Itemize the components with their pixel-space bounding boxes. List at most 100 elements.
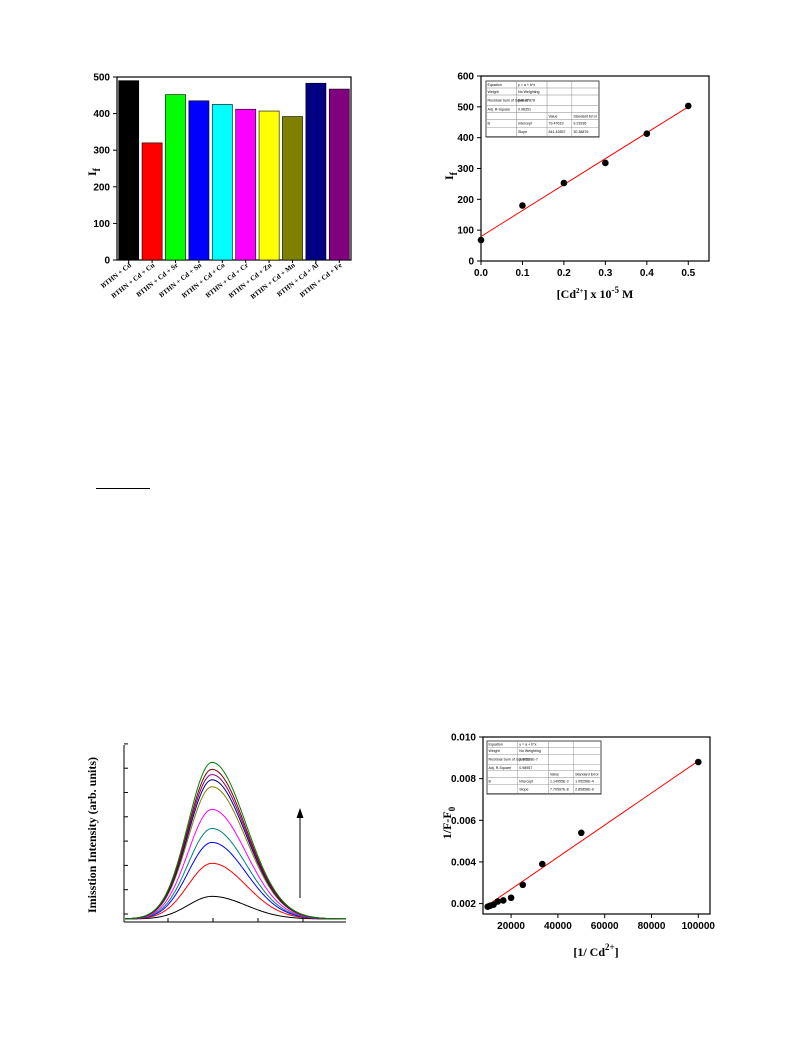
bh-stats-table-text: Equation bbox=[489, 743, 503, 747]
linear-xtick-label: 0.0 bbox=[474, 268, 488, 279]
linear-stats-table-text: B bbox=[488, 122, 491, 126]
bh-ytick-label: 0.008 bbox=[451, 774, 476, 785]
linear-xtick-label: 0.1 bbox=[516, 268, 530, 279]
bh-y-axis-label-sub: 0 bbox=[447, 806, 457, 811]
bar-y-axis-label-main: I bbox=[85, 171, 99, 176]
bh-data-point bbox=[519, 881, 527, 889]
linear-stats-table-text: Weight bbox=[488, 90, 499, 94]
bar bbox=[211, 104, 233, 261]
linear-data-point bbox=[684, 102, 692, 110]
linear-stats-table-text: y = a + b*x bbox=[518, 83, 535, 87]
linear-ytick-label: 0 bbox=[468, 257, 474, 268]
bar-y-axis-label: If bbox=[85, 167, 103, 176]
bh-stats-table-text: Residual Sum of Squares bbox=[489, 758, 530, 762]
linear-stats-table-text: 9.23936 bbox=[573, 122, 586, 126]
bh-stats-table-text: 1.05256E-4 bbox=[575, 779, 594, 783]
bh-stats-table-text: Intercept bbox=[519, 779, 533, 783]
linear-stats-table-frame bbox=[485, 80, 600, 138]
bh-xtick-label: 40000 bbox=[544, 921, 572, 932]
bh-data-point bbox=[694, 758, 702, 766]
linear-x-axis-label: [Cd2+] x 10-5 M bbox=[557, 285, 634, 301]
linear-stats-table-text: Standard Error bbox=[573, 114, 597, 118]
linear-y-axis-label-sub: f bbox=[449, 171, 460, 175]
linear-data-point bbox=[643, 130, 651, 137]
bh-data-point bbox=[507, 894, 515, 902]
linear-data-point bbox=[519, 202, 526, 209]
bh-ytick-label: 0.002 bbox=[451, 899, 476, 910]
spectra-curve bbox=[124, 895, 346, 920]
linear-x-axis-label-a: [Cd bbox=[557, 287, 577, 301]
bh-stats-table-text: y = a + b*x bbox=[519, 743, 536, 747]
bar bbox=[141, 142, 163, 261]
linear-ytick-label: 200 bbox=[457, 195, 474, 206]
bh-stats-table-cell bbox=[573, 784, 602, 794]
bh-xtick-label: 80000 bbox=[638, 921, 666, 932]
linear-stats-table-text: 79.47619 bbox=[549, 122, 564, 126]
linear-stats-table-text: Slope bbox=[518, 130, 527, 134]
bh-data-point bbox=[499, 897, 507, 904]
bh-ytick-label: 0.010 bbox=[451, 733, 476, 744]
bar-ytick-label: 0 bbox=[104, 256, 110, 267]
bh-stats-table-text: B bbox=[489, 779, 492, 783]
bh-ytick-label: 0.006 bbox=[451, 816, 476, 827]
bh-x-axis-label-sup: 2+ bbox=[605, 942, 615, 952]
bh-ytick-label: 0.004 bbox=[451, 857, 476, 868]
bh-stats-table-text: 1.14955E-3 bbox=[550, 779, 569, 783]
bar-y-axis-label-sub: f bbox=[92, 167, 103, 171]
spectra-curve bbox=[124, 768, 347, 920]
linear-ytick-label: 300 bbox=[457, 164, 474, 175]
bar-ytick-label: 100 bbox=[93, 219, 110, 230]
bar-ytick-label: 500 bbox=[93, 73, 110, 84]
bh-y-axis-label-main: 1/F-F bbox=[440, 811, 454, 839]
linear-stats-table-cell bbox=[571, 127, 600, 137]
bh-xtick-label: 100000 bbox=[682, 921, 716, 932]
linear-ytick-label: 100 bbox=[457, 226, 474, 237]
bh-stats-table-text: Value bbox=[550, 772, 559, 776]
spectra-arrow-head bbox=[296, 808, 304, 818]
bar bbox=[282, 116, 303, 261]
linear-x-axis-label-c: M bbox=[619, 287, 633, 301]
bh-stats-table-text: 3.60538E-7 bbox=[519, 758, 538, 762]
linear-ytick-label: 600 bbox=[457, 72, 474, 83]
bar-ytick-label: 400 bbox=[93, 109, 110, 120]
bar bbox=[188, 100, 210, 261]
bar bbox=[258, 110, 280, 261]
separator-line bbox=[96, 488, 150, 489]
bar-ytick-label: 200 bbox=[93, 182, 110, 193]
linear-xtick-label: 0.3 bbox=[598, 268, 612, 279]
bh-xtick-label: 20000 bbox=[497, 921, 525, 932]
linear-fit-line bbox=[480, 106, 689, 237]
linear-x-axis-label-sup: 2+ bbox=[576, 287, 584, 295]
linear-stats-table-text: Residual Sum of Squares bbox=[488, 99, 529, 103]
bh-stats-table-text: Slope bbox=[519, 787, 528, 791]
linear-stats-table-text: 841.42857 bbox=[549, 130, 566, 134]
linear-xtick-label: 0.5 bbox=[681, 268, 695, 279]
linear-ytick-label: 500 bbox=[457, 102, 474, 113]
linear-data-point bbox=[602, 159, 609, 167]
bh-xtick-label: 60000 bbox=[591, 921, 619, 932]
bh-stats-table-frame bbox=[486, 740, 602, 795]
bh-stats-table-text: Standard Error bbox=[575, 772, 599, 776]
linear-xtick-label: 0.2 bbox=[557, 268, 571, 279]
spectra-curve bbox=[124, 828, 346, 920]
linear-stats-table-text: Value bbox=[549, 114, 558, 118]
linear-stats-table-text: Adj. R-Square bbox=[488, 107, 511, 111]
bh-stats-table-text: 0.98957 bbox=[519, 766, 532, 770]
linear-y-axis-label: If bbox=[442, 171, 460, 180]
bh-stats-table-text: Adj. R-Square bbox=[489, 766, 512, 770]
linear-stats-table-text: 840.47878 bbox=[518, 99, 535, 103]
bh-stats-table-text: Weight bbox=[489, 749, 500, 753]
spectra-curve bbox=[124, 761, 346, 920]
bar-category-label: BTHN + Cd + Fe bbox=[298, 261, 343, 299]
bar bbox=[165, 94, 186, 261]
bar bbox=[305, 82, 327, 261]
bh-stats-table-text: 7.70597E-8 bbox=[550, 787, 569, 791]
linear-data-point bbox=[477, 236, 485, 244]
bar bbox=[118, 80, 140, 261]
bh-data-point bbox=[494, 898, 502, 905]
bar bbox=[235, 108, 257, 261]
linear-ytick-label: 400 bbox=[457, 133, 474, 144]
linear-xtick-label: 0.4 bbox=[640, 268, 654, 279]
bh-fit-line bbox=[487, 760, 699, 906]
